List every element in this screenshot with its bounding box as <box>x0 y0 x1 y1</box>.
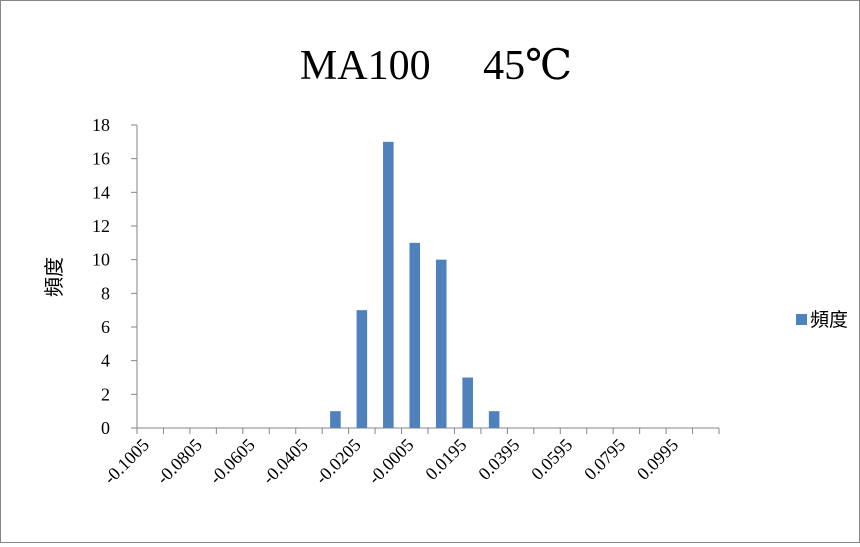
histogram-bar <box>356 310 368 428</box>
x-tick-label: 0.0995 <box>633 435 682 484</box>
histogram-bar <box>462 377 473 428</box>
histogram-bar <box>409 242 421 428</box>
histogram-bar <box>383 141 394 429</box>
y-tick-label: 6 <box>101 317 110 337</box>
y-tick-label: 4 <box>101 351 110 371</box>
y-tick-label: 10 <box>92 250 110 270</box>
x-tick-label: 0.0795 <box>580 435 629 484</box>
x-tick-label: 0.0195 <box>421 435 470 484</box>
histogram-bar <box>488 411 500 428</box>
y-tick-label: 18 <box>92 115 110 135</box>
y-tick-label: 2 <box>101 384 110 404</box>
x-tick-label: -0.0605 <box>205 435 258 488</box>
x-tick-label: -0.0805 <box>153 435 206 488</box>
x-tick-label: -0.0205 <box>311 435 364 488</box>
x-tick-label: -0.1005 <box>100 435 153 488</box>
y-tick-label: 8 <box>101 283 110 303</box>
y-tick-label: 16 <box>92 149 110 169</box>
histogram-bar <box>435 259 447 428</box>
histogram-bar <box>330 411 341 428</box>
legend-label: 頻度 <box>810 309 848 331</box>
y-tick-label: 14 <box>92 182 110 202</box>
x-tick-label: 0.0395 <box>474 435 523 484</box>
y-tick-label: 0 <box>101 418 110 438</box>
legend: 頻度 <box>796 309 848 331</box>
legend-swatch <box>796 314 807 325</box>
x-tick-label: -0.0005 <box>364 435 417 488</box>
y-axis-label: 頻度 <box>42 257 66 297</box>
chart-title: MA100 45℃ <box>300 43 572 89</box>
x-tick-label: 0.0595 <box>527 435 576 484</box>
x-tick-label: -0.0405 <box>258 435 311 488</box>
y-tick-label: 12 <box>92 216 110 236</box>
